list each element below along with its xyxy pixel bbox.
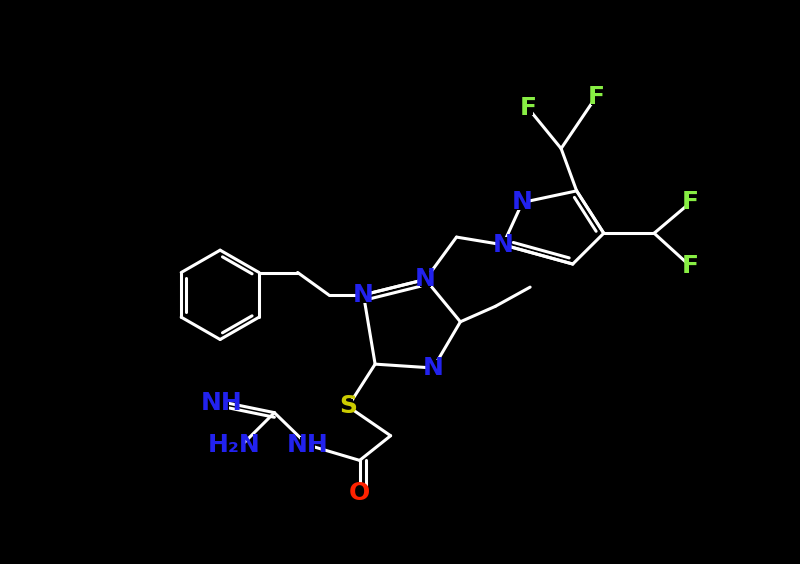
- FancyBboxPatch shape: [358, 287, 369, 302]
- FancyBboxPatch shape: [686, 195, 695, 210]
- FancyBboxPatch shape: [498, 237, 508, 253]
- Text: NH: NH: [201, 391, 242, 415]
- Text: NH: NH: [287, 433, 329, 457]
- Text: N: N: [353, 283, 374, 307]
- Text: S: S: [339, 394, 357, 418]
- FancyBboxPatch shape: [224, 437, 245, 453]
- FancyBboxPatch shape: [522, 100, 533, 116]
- Text: H₂N: H₂N: [208, 433, 261, 457]
- Text: F: F: [682, 191, 699, 214]
- Text: F: F: [519, 96, 536, 120]
- FancyBboxPatch shape: [354, 485, 365, 500]
- FancyBboxPatch shape: [428, 360, 438, 376]
- Text: O: O: [349, 481, 370, 505]
- Text: F: F: [587, 85, 605, 109]
- FancyBboxPatch shape: [343, 399, 353, 414]
- FancyBboxPatch shape: [300, 437, 315, 453]
- FancyBboxPatch shape: [214, 395, 230, 411]
- Text: N: N: [512, 191, 533, 214]
- Text: F: F: [682, 254, 699, 279]
- Text: N: N: [493, 233, 514, 257]
- FancyBboxPatch shape: [518, 195, 527, 210]
- Text: N: N: [415, 267, 436, 292]
- FancyBboxPatch shape: [421, 272, 430, 287]
- FancyBboxPatch shape: [591, 89, 601, 105]
- FancyBboxPatch shape: [686, 259, 695, 274]
- Text: N: N: [423, 356, 444, 380]
